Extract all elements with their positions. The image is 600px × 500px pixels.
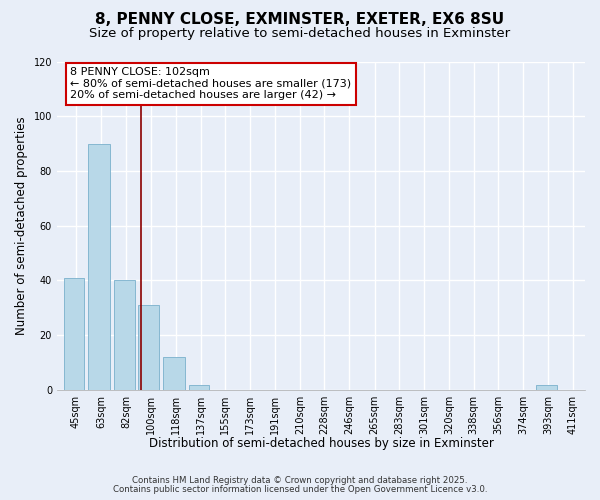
Bar [139, 305, 159, 390]
Bar [163, 357, 185, 390]
Text: Contains HM Land Registry data © Crown copyright and database right 2025.: Contains HM Land Registry data © Crown c… [132, 476, 468, 485]
Bar [536, 384, 557, 390]
Text: Size of property relative to semi-detached houses in Exminster: Size of property relative to semi-detach… [89, 28, 511, 40]
Bar [114, 280, 135, 390]
Y-axis label: Number of semi-detached properties: Number of semi-detached properties [15, 116, 28, 335]
Bar [64, 278, 85, 390]
Text: Contains public sector information licensed under the Open Government Licence v3: Contains public sector information licen… [113, 485, 487, 494]
X-axis label: Distribution of semi-detached houses by size in Exminster: Distribution of semi-detached houses by … [149, 437, 493, 450]
Bar [188, 384, 209, 390]
Bar [88, 144, 110, 390]
Text: 8 PENNY CLOSE: 102sqm
← 80% of semi-detached houses are smaller (173)
20% of sem: 8 PENNY CLOSE: 102sqm ← 80% of semi-deta… [70, 67, 352, 100]
Text: 8, PENNY CLOSE, EXMINSTER, EXETER, EX6 8SU: 8, PENNY CLOSE, EXMINSTER, EXETER, EX6 8… [95, 12, 505, 28]
